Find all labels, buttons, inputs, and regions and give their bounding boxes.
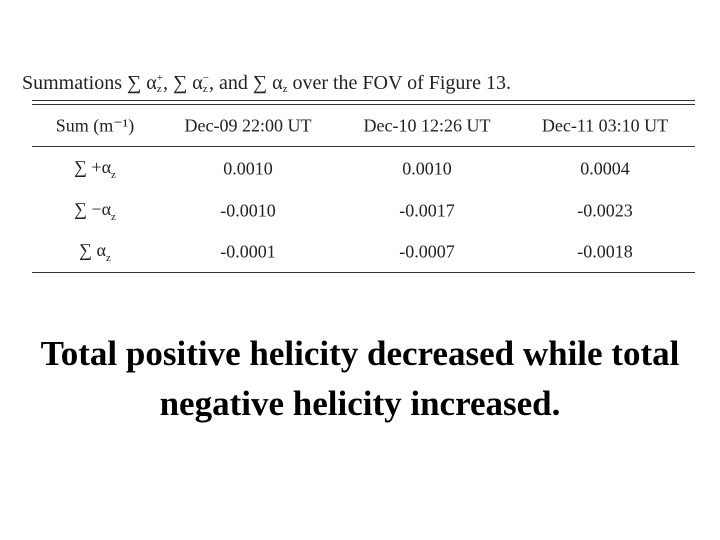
header-cell: Sum (m⁻¹) [55, 115, 135, 136]
table-cell: -0.0017 [399, 200, 455, 221]
caption-math: z [283, 73, 288, 95]
caption-math: − z [203, 73, 209, 95]
table-cell: -0.0001 [220, 241, 276, 262]
caption-text: Summations ∑ α [22, 72, 157, 94]
subscript: z [111, 168, 116, 181]
table-cell: 0.0004 [580, 158, 630, 179]
header-rule [32, 146, 695, 147]
caption-text: , ∑ α [162, 72, 203, 94]
subscript: z [282, 83, 288, 96]
top-rule [32, 104, 695, 105]
row-label: ∑ αz [79, 240, 111, 264]
table-cell: 0.0010 [223, 158, 273, 179]
header-cell: Dec-11 03:10 UT [541, 115, 669, 136]
row-label-text: ∑ α [79, 240, 106, 261]
row-label-text: ∑ −α [74, 199, 112, 220]
subscript: z [202, 83, 208, 96]
table-cell: -0.0023 [577, 200, 633, 221]
header-cell: Dec-09 22:00 UT [184, 115, 312, 136]
subscript: z [105, 251, 111, 264]
row-label-text: ∑ +α [74, 157, 112, 178]
caption-text: , and ∑ α [208, 72, 283, 94]
table-cell: 0.0010 [402, 158, 452, 179]
row-label: ∑ −αz [74, 199, 116, 223]
statement-line: Total positive helicity decreased while … [40, 334, 680, 373]
bottom-rule [32, 272, 695, 273]
subscript: z [156, 83, 162, 96]
caption-math: + z [157, 73, 163, 95]
table-cell: -0.0010 [220, 200, 276, 221]
top-rule [32, 100, 695, 101]
table-cell: -0.0018 [577, 241, 633, 262]
table-cell: -0.0007 [399, 241, 455, 262]
caption-text: over the FOV of Figure 13. [287, 72, 511, 94]
row-label: ∑ +αz [74, 157, 116, 181]
header-cell: Dec-10 12:26 UT [363, 115, 491, 136]
superscript: − [202, 72, 209, 85]
superscript: + [156, 72, 163, 85]
subscript: z [111, 210, 116, 223]
statement-line: negative helicity increased. [159, 384, 561, 423]
